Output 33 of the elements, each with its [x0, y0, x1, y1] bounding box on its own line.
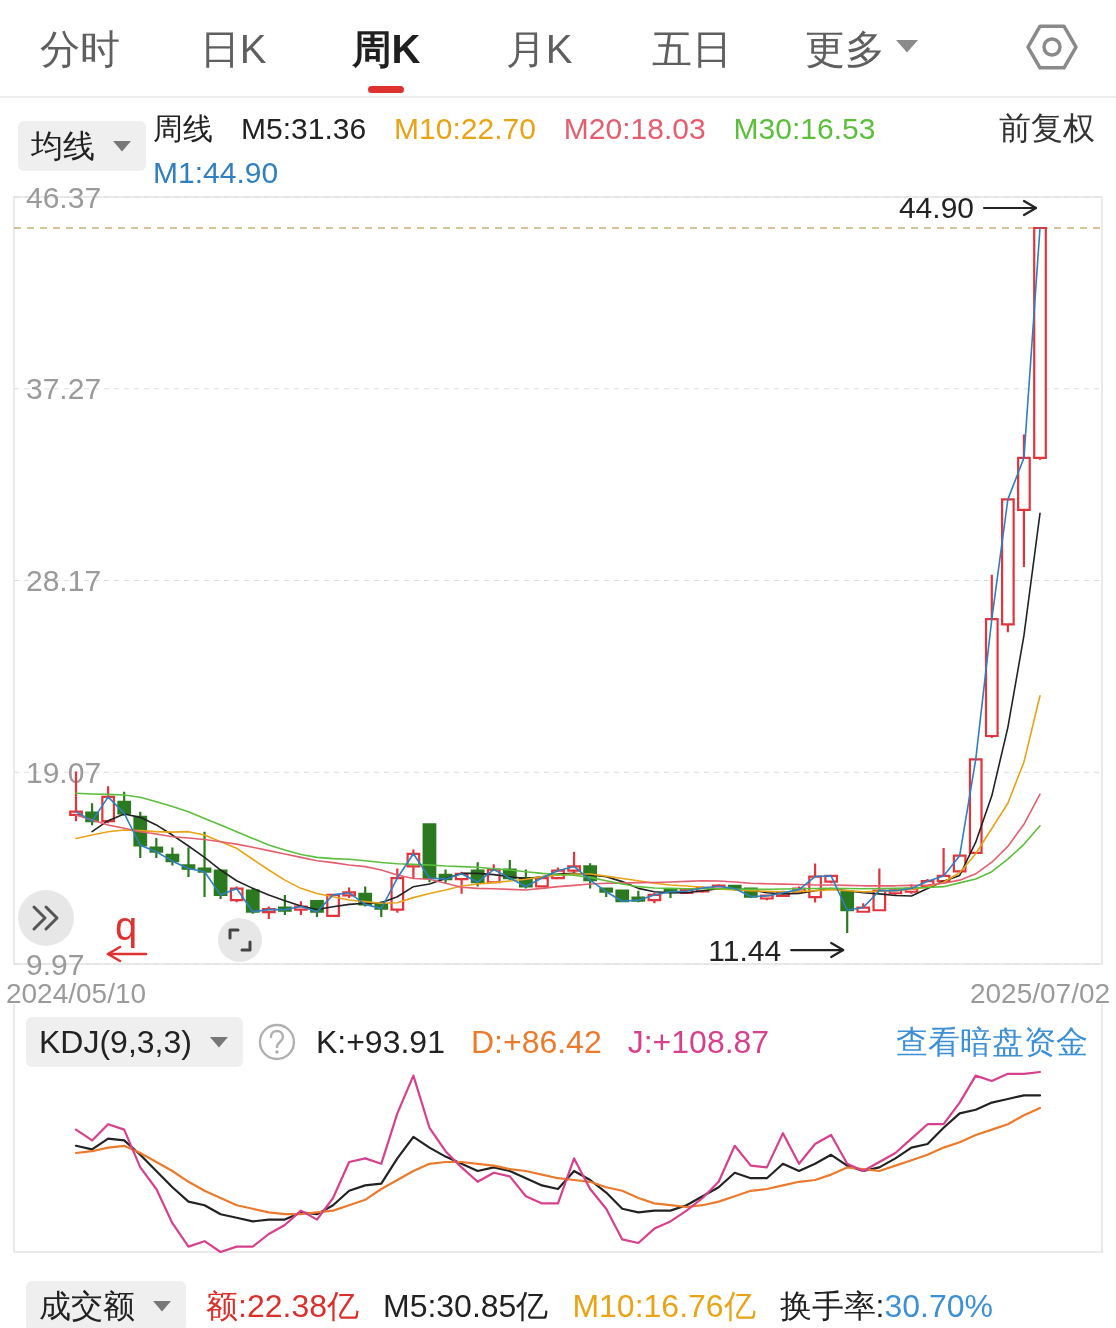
text: J:+108.87	[627, 1024, 770, 1060]
text: D:+86.42	[470, 1024, 602, 1060]
legend-title: 周线	[153, 111, 213, 145]
text: M30:16.53	[733, 111, 876, 145]
text: 分时	[40, 27, 120, 71]
text: K:+93.91	[315, 1024, 445, 1060]
annotation: 11.44	[708, 933, 782, 967]
text: M1:44.90	[153, 155, 279, 189]
text: 前复权	[999, 110, 1095, 146]
text: 查看暗盘资金	[896, 1024, 1088, 1060]
chart-title: KDJ(9,3,3)	[39, 1024, 192, 1060]
dropdown: 均线	[18, 121, 146, 171]
y-tick-label: 37.27	[26, 372, 102, 406]
text: 周K	[350, 27, 421, 71]
annotation: q	[114, 904, 138, 948]
text: 更多	[805, 27, 885, 71]
y-tick-label: 46.37	[26, 180, 102, 214]
text: 五日	[652, 27, 732, 71]
annotation: 44.90	[898, 191, 974, 225]
text: 日K	[199, 27, 267, 71]
text: M10:22.70	[394, 111, 536, 145]
text: M5:31.36	[241, 111, 367, 145]
dropdown: KDJ(9,3,3)	[26, 1017, 243, 1067]
y-tick-label: 28.17	[26, 564, 102, 597]
y-tick-label: 19.07	[26, 755, 102, 789]
text: 额:22.38亿	[206, 1288, 359, 1324]
text: M5:30.85亿	[382, 1288, 549, 1324]
dropdown: 成交额	[26, 1281, 186, 1328]
text: 月K	[505, 27, 573, 71]
text: M10:16.76亿	[572, 1288, 756, 1324]
text: 换手率:30.70%	[779, 1288, 994, 1324]
x-tick-label: 2025/07/02	[969, 977, 1111, 1009]
text: M20:18.03	[563, 111, 706, 145]
